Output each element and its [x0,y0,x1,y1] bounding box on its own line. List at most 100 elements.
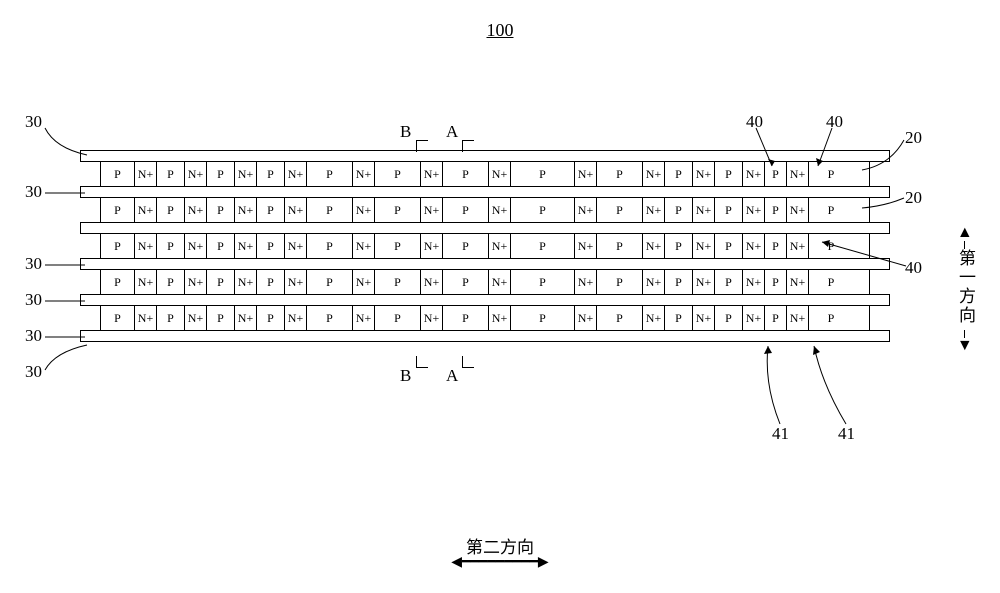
row-0: PN+PN+PN+PN+PN+PN+PN+PN+PN+PN+PN+PN+P [100,162,870,186]
n-plus-region: N+ [285,198,307,222]
section-A-top: A [446,122,458,142]
n-plus-region: N+ [787,234,809,258]
p-region: P [375,198,421,222]
n-plus-region: N+ [575,270,597,294]
p-region: P [375,162,421,186]
bar-1 [80,186,890,198]
row-4: PN+PN+PN+PN+PN+PN+PN+PN+PN+PN+PN+PN+P [100,306,870,330]
device-diagram: PN+PN+PN+PN+PN+PN+PN+PN+PN+PN+PN+PN+P PN… [80,150,890,342]
leader-30-c [45,262,85,268]
n-plus-region: N+ [575,306,597,330]
p-region: P [765,234,787,258]
bar-4 [80,294,890,306]
n-plus-region: N+ [643,234,665,258]
p-region: P [511,270,575,294]
row-1: PN+PN+PN+PN+PN+PN+PN+PN+PN+PN+PN+PN+P [100,198,870,222]
ref-40-b: 40 [826,112,843,132]
n-plus-region: N+ [235,198,257,222]
p-region: P [101,162,135,186]
n-plus-region: N+ [489,234,511,258]
p-region: P [443,234,489,258]
p-region: P [101,306,135,330]
n-plus-region: N+ [489,198,511,222]
p-region: P [257,270,285,294]
n-plus-region: N+ [787,306,809,330]
n-plus-region: N+ [693,198,715,222]
p-region: P [665,198,693,222]
n-plus-region: N+ [643,198,665,222]
section-B-bot-h [416,367,428,368]
n-plus-region: N+ [489,270,511,294]
section-A-top-h [462,140,474,141]
section-B-bot: B [400,366,411,386]
p-region: P [101,270,135,294]
n-plus-region: N+ [421,198,443,222]
p-region: P [307,198,353,222]
p-region: P [307,270,353,294]
ref-30-f: 30 [25,326,42,346]
p-region: P [511,306,575,330]
p-region: P [257,306,285,330]
arrow-down-icon: ▼ [955,338,975,354]
section-A-bot: A [446,366,458,386]
direction-vertical: ▲ 第一方向 ▼ [955,225,975,354]
n-plus-region: N+ [421,234,443,258]
n-plus-region: N+ [743,234,765,258]
p-region: P [157,234,185,258]
p-region: P [207,198,235,222]
n-plus-region: N+ [135,306,157,330]
section-A-top-tick [462,140,463,152]
p-region: P [375,234,421,258]
n-plus-region: N+ [787,270,809,294]
p-region: P [715,270,743,294]
bar-3 [80,258,890,270]
p-region: P [765,162,787,186]
n-plus-region: N+ [235,270,257,294]
n-plus-region: N+ [743,198,765,222]
n-plus-region: N+ [135,270,157,294]
n-plus-region: N+ [489,162,511,186]
leader-41-a [762,344,792,426]
n-plus-region: N+ [743,270,765,294]
n-plus-region: N+ [693,306,715,330]
p-region: P [257,162,285,186]
section-B-top-h [416,140,428,141]
ref-41-b: 41 [838,424,855,444]
ref-30-a: 30 [25,112,42,132]
n-plus-region: N+ [693,270,715,294]
p-region: P [443,270,489,294]
p-region: P [597,234,643,258]
leader-41-b [812,344,852,426]
leader-30-f [45,334,85,340]
p-region: P [511,234,575,258]
p-region: P [157,270,185,294]
p-region: P [665,162,693,186]
p-region: P [809,198,853,222]
p-region: P [715,198,743,222]
n-plus-region: N+ [787,162,809,186]
p-region: P [207,306,235,330]
direction-h-arrows: ◀━━━━━━━━━▶ [451,554,548,571]
n-plus-region: N+ [693,234,715,258]
n-plus-region: N+ [185,234,207,258]
n-plus-region: N+ [135,162,157,186]
ref-20-b: 20 [905,188,922,208]
n-plus-region: N+ [135,198,157,222]
n-plus-region: N+ [787,198,809,222]
ref-20-a: 20 [905,128,922,148]
p-region: P [101,198,135,222]
section-B-top: B [400,122,411,142]
n-plus-region: N+ [185,306,207,330]
p-region: P [307,234,353,258]
n-plus-region: N+ [575,198,597,222]
p-region: P [665,270,693,294]
n-plus-region: N+ [185,270,207,294]
p-region: P [375,270,421,294]
p-region: P [597,162,643,186]
p-region: P [375,306,421,330]
n-plus-region: N+ [235,234,257,258]
n-plus-region: N+ [235,306,257,330]
direction-v-text: 第一方向 [955,249,975,330]
p-region: P [715,162,743,186]
p-region: P [809,270,853,294]
